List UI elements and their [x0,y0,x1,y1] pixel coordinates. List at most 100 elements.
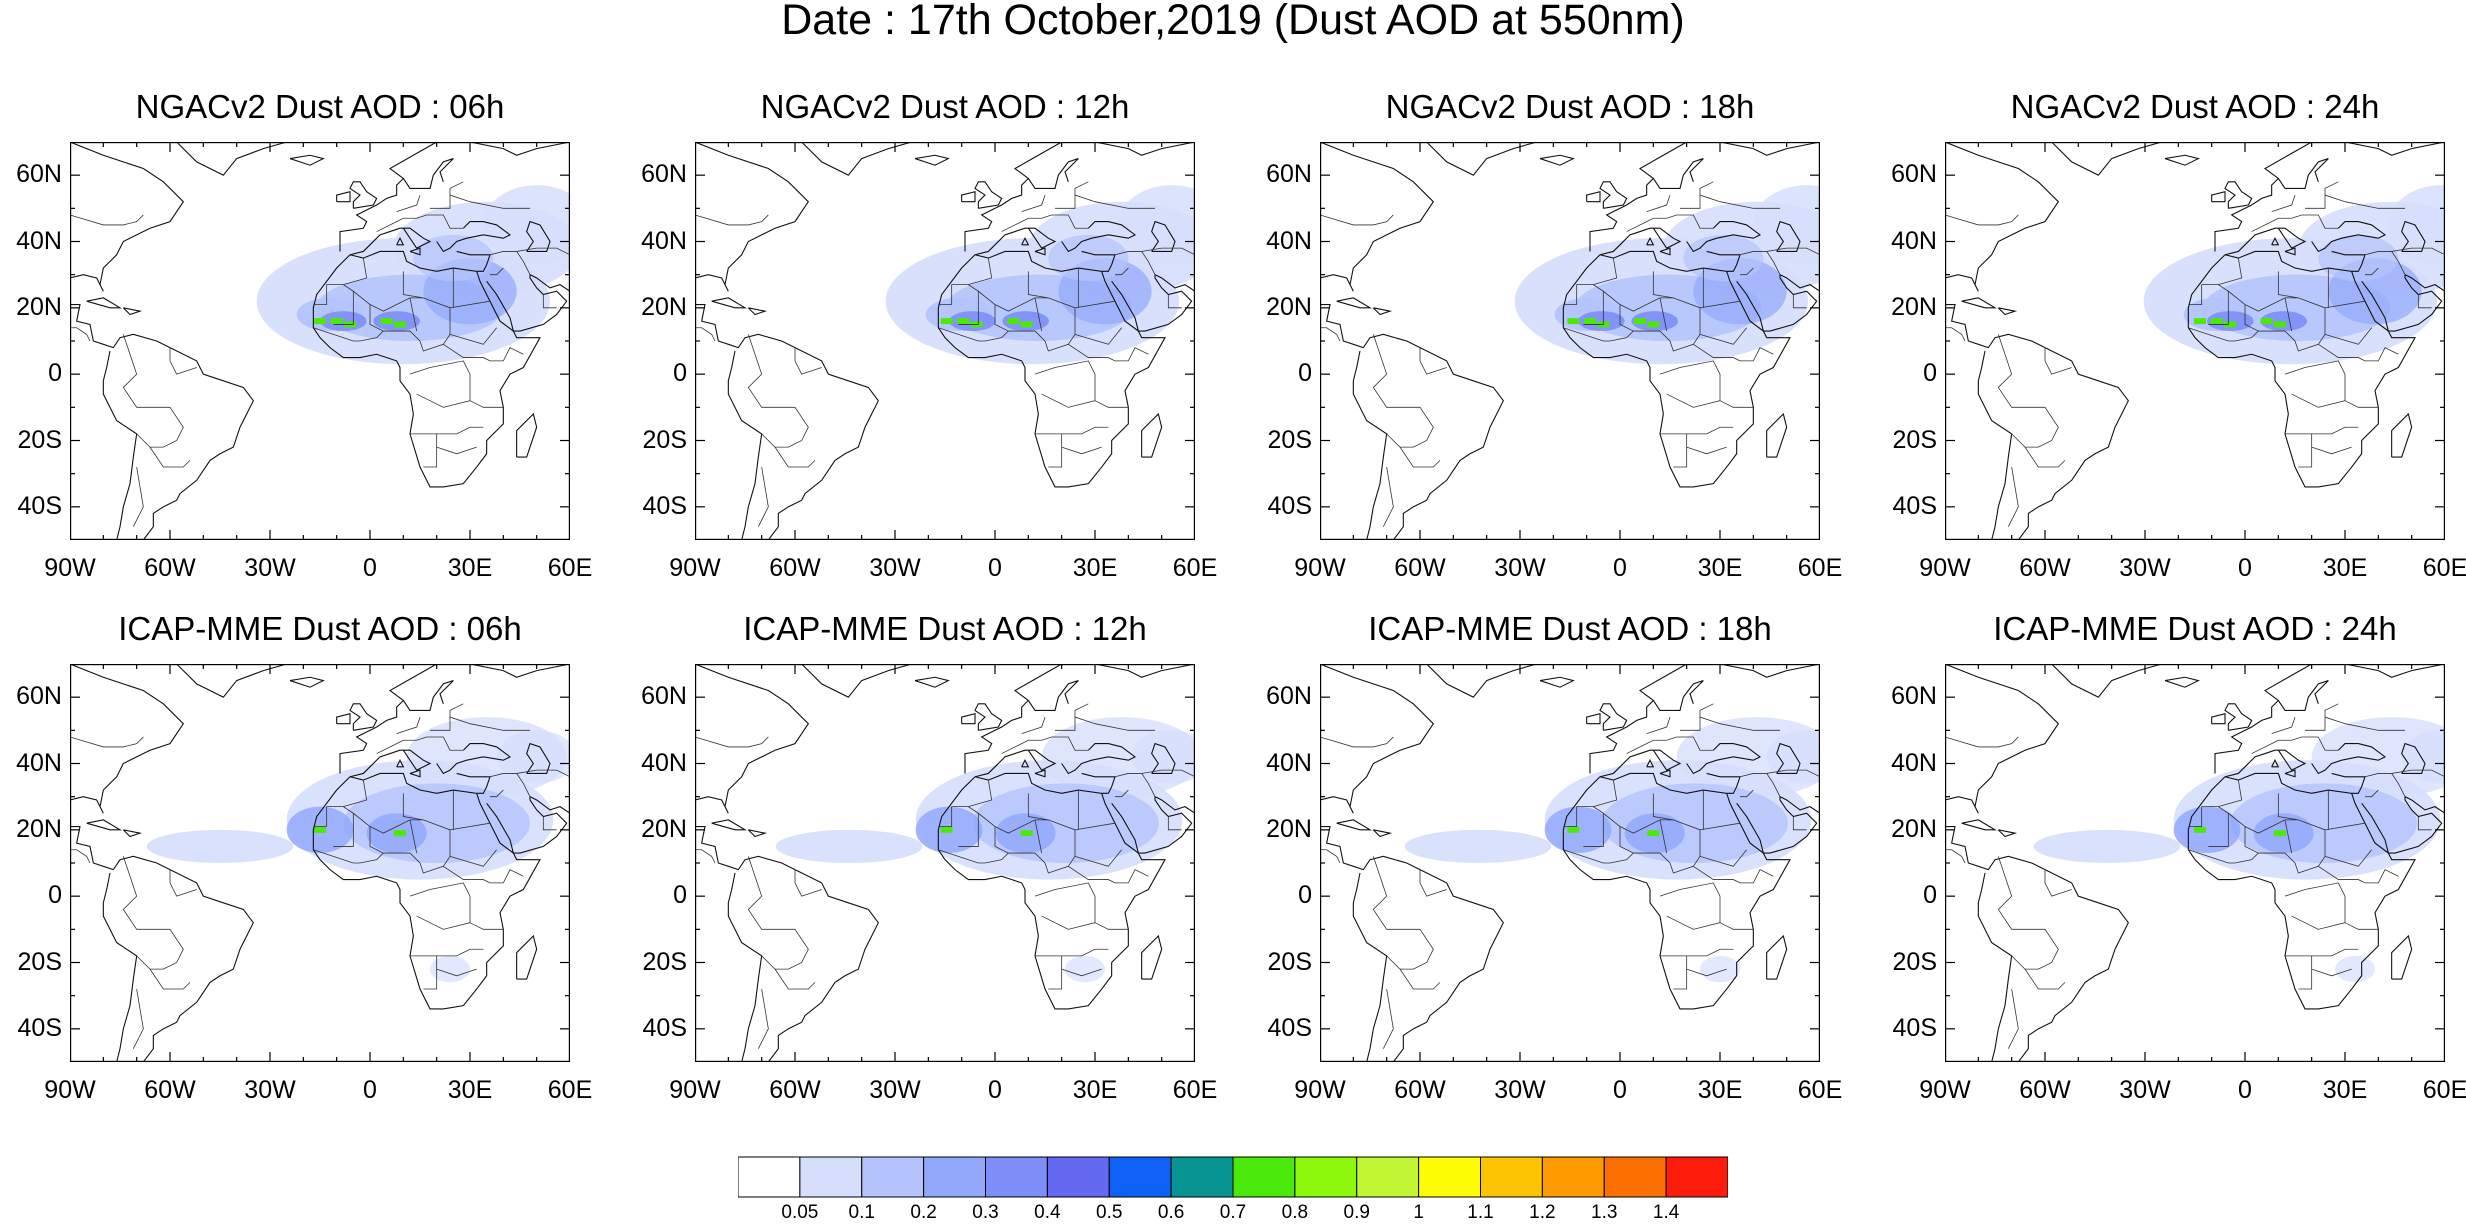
lat-label: 20S [1267,425,1312,454]
lon-label: 60E [1172,1076,1218,1104]
country-border [1719,400,1754,408]
lat-label: 40N [641,748,687,777]
coastline [2211,713,2226,725]
coastline [312,772,541,1010]
dust-hotspot [1647,830,1660,837]
coastline [349,227,432,256]
coastline [1336,297,1372,309]
map-panel-7 [1320,664,1820,1062]
lat-label: 20S [17,425,62,454]
lat-label: 40N [1891,226,1937,255]
map-panel-4 [1945,142,2445,540]
country-border [1027,793,1049,821]
dust-hotspot [1634,318,1646,325]
panel-title: ICAP-MME Dust AOD : 06h [118,610,522,647]
lat-label: 40N [641,226,687,255]
colorbar-label: 0.1 [848,1202,875,1223]
lon-label: 60E [1172,554,1218,582]
colorbar-swatch [1108,1156,1172,1198]
country-border [122,334,184,448]
country-border [794,347,822,375]
coastline [516,412,538,458]
country-border [1320,214,1394,226]
country-border [1094,922,1129,930]
coastline [486,796,568,854]
colorbar-swatches [737,1156,1729,1198]
country-border [2285,948,2359,957]
lat-label: 0 [1298,359,1312,388]
dust-hotspot [957,318,970,325]
coastline [1027,680,1079,711]
country-border [1035,426,1109,435]
coastline [2051,664,2162,698]
coastline [1779,796,1820,814]
coastline [1686,221,1762,253]
coastline [695,142,810,292]
lon-label: 60W [2019,1076,2071,1104]
colorbar-swatch [1418,1156,1481,1198]
coastline [1686,743,1762,775]
country-border [1997,856,2059,970]
country-border [1074,849,1122,867]
colorbar-label: 0.3 [972,1202,999,1223]
lat-label: 40S [642,1013,687,1042]
coastline [695,664,810,814]
country-border [774,446,816,468]
lon-label: 60W [769,1076,821,1104]
coastline [2361,796,2443,854]
country-border [1652,271,1674,299]
country-border [490,267,504,276]
lat-label: 40S [17,1013,62,1042]
country-border [2024,968,2066,990]
coastline [2224,749,2307,778]
country-border [1660,948,1734,957]
country-border [2244,826,2259,854]
lon-label: 30E [1072,554,1118,582]
country-border [2391,247,2445,256]
country-border [443,865,524,884]
country-border [516,247,570,256]
coastline [1392,869,1504,1062]
coastline [122,307,143,316]
lon-label: 90W [1919,554,1971,582]
lon-label: 30W [2119,554,2171,582]
country-border [402,793,424,821]
lon-label: 60W [2019,554,2071,582]
country-border [2208,291,2229,325]
coastline [516,934,538,980]
lon-label: 30W [1494,554,1546,582]
dust-plume [1404,829,1552,863]
country-border [409,297,418,332]
coastline [1776,220,1801,252]
coastline [2401,742,2426,774]
lon-label: 60E [1797,554,1843,582]
country-border [2284,882,2346,930]
coastline [2391,412,2413,458]
coastline [695,350,763,540]
coastline [70,872,138,1062]
coastline [937,250,1166,488]
coastline [436,221,512,253]
colorbar-label: 0.4 [1034,1202,1061,1223]
country-border [1619,304,1634,332]
country-border [1659,297,1668,332]
dust-hotspot [1647,321,1660,328]
coastline [1766,934,1788,980]
map-panel-8 [1945,664,2445,1062]
country-border [1693,865,1774,884]
map-panel-1 [70,142,570,540]
lon-label: 90W [669,1076,721,1104]
coastline [767,869,879,1062]
country-border [1693,343,1774,362]
country-border [343,780,368,808]
dust-plume [1700,955,1740,983]
coastline [2051,142,2162,176]
coastline [1320,872,1388,1062]
dust-plume [1065,955,1105,983]
coastline [176,664,287,698]
coastline [1589,142,1820,252]
lon-label: 90W [44,554,96,582]
coastline [1706,772,1741,794]
coastline [711,819,747,831]
panel-title: NGACv2 Dust AOD : 18h [1385,88,1755,125]
